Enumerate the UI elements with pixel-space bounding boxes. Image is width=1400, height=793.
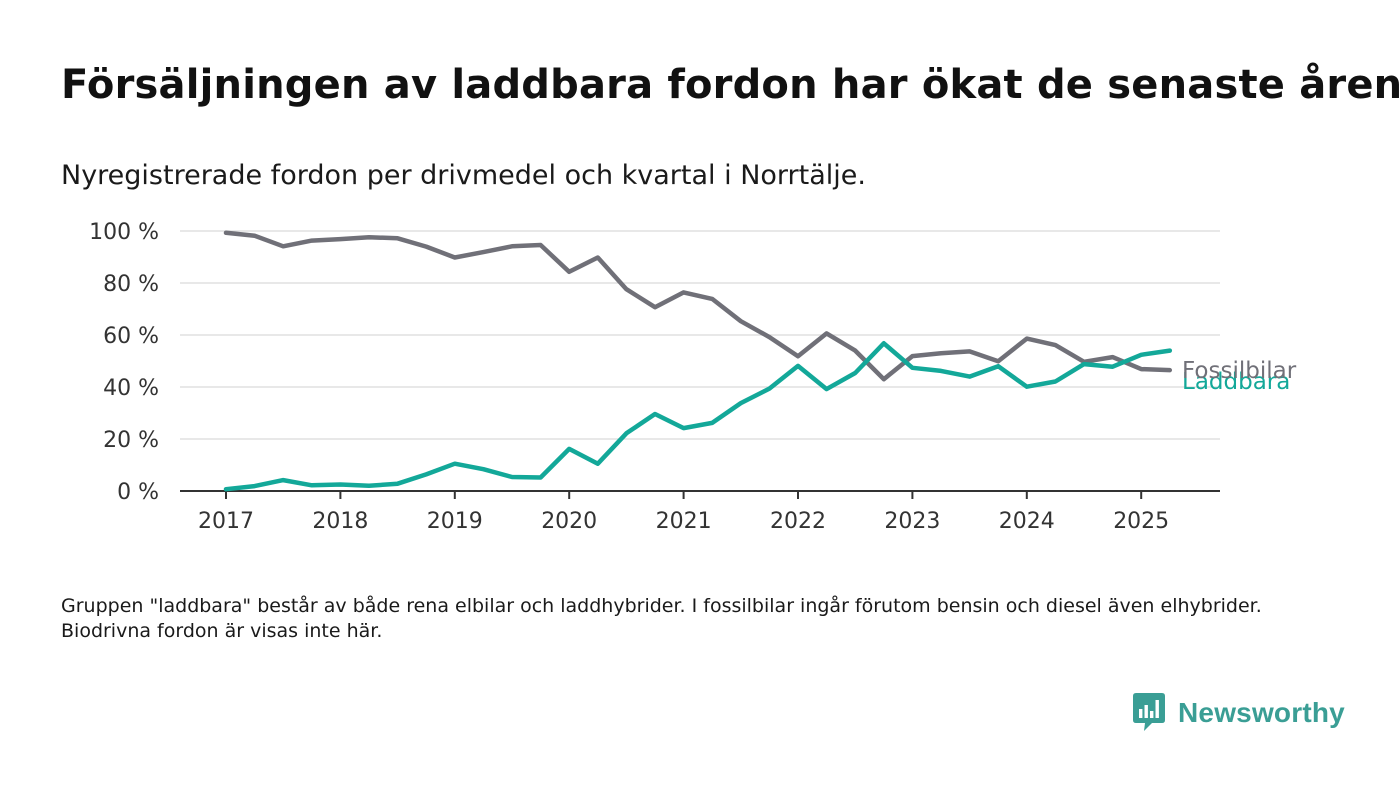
series-line-laddbara — [223, 341, 1173, 492]
y-tick-label: 80 % — [103, 272, 159, 297]
series-label-fossilbilar: Fossilbilar — [1182, 358, 1297, 384]
x-tick-label: 2025 — [1113, 509, 1169, 534]
series-label-laddbara: Laddbara — [1182, 369, 1290, 395]
chart-subtitle: Nyregistrerade fordon per drivmedel och … — [61, 160, 866, 191]
x-tick-label: 2023 — [884, 509, 940, 534]
x-tick-label: 2024 — [999, 509, 1055, 534]
x-tick-label: 2021 — [656, 509, 712, 534]
x-tick-label: 2022 — [770, 509, 826, 534]
x-tick-label: 2018 — [312, 509, 368, 534]
line-chart: 0 % 20 % 40 % 60 % 80 % 100 % 2017 2018 2019 2020… — [89, 220, 1297, 534]
x-tick-label: 2017 — [198, 509, 254, 534]
x-tick-label: 2020 — [541, 509, 597, 534]
y-tick-label: 20 % — [103, 428, 159, 453]
series-line-fossilbilar — [223, 230, 1173, 382]
y-tick-label: 100 % — [89, 220, 159, 245]
x-tick-label: 2019 — [427, 509, 483, 534]
brand-logo: Newsworthy — [1132, 691, 1345, 735]
y-tick-label: 60 % — [103, 324, 159, 349]
chart-title: Försäljningen av laddbara fordon har öka… — [61, 62, 1400, 108]
newsworthy-chart-icon — [1133, 693, 1165, 731]
y-tick-label: 0 % — [117, 480, 159, 505]
y-tick-label: 40 % — [103, 376, 159, 401]
footnote: Gruppen "laddbara" består av både rena e… — [61, 595, 1262, 642]
brand-name: Newsworthy — [1178, 697, 1345, 728]
